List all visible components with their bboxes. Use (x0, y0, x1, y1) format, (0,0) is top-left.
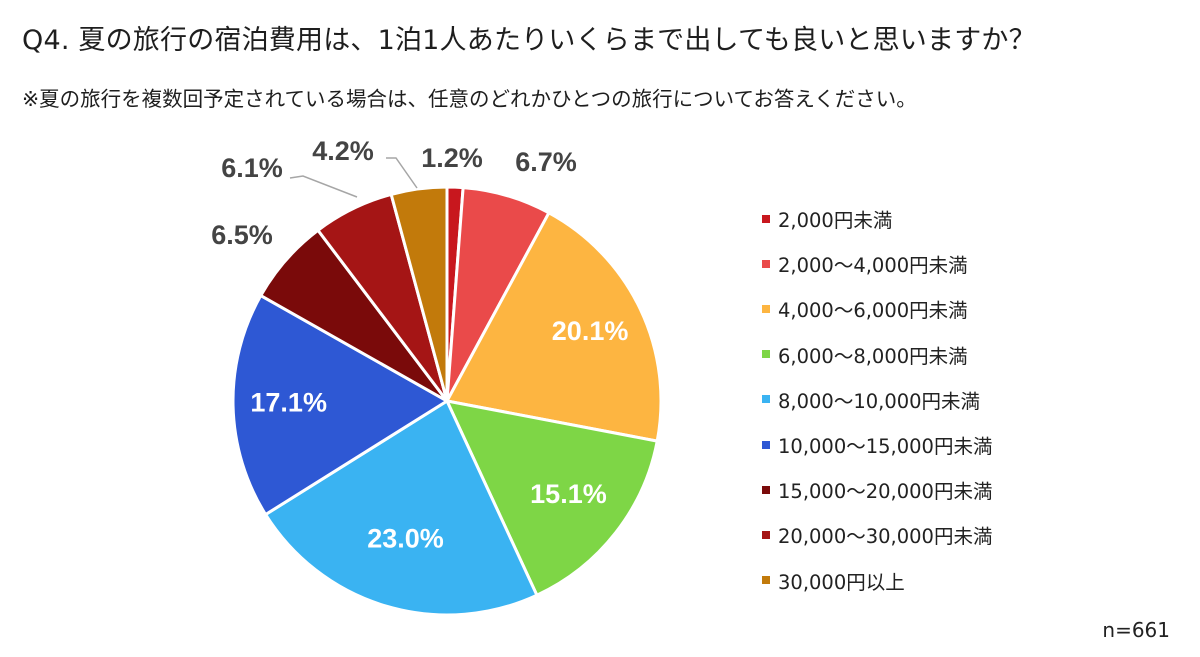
pie-slice-3 (445, 211, 663, 443)
legend-swatch (762, 576, 770, 585)
data-label-3: 20.1% (552, 316, 629, 346)
pie-slices (231, 185, 663, 617)
leader-line-9 (386, 157, 418, 189)
legend-label: 8,000～10,000円未満 (778, 389, 981, 413)
legend-item-7: 15,000～20,000円未満 (762, 467, 992, 512)
pie-data-labels: 1.2% 6.7% 20.1% 15.1% 23.0% 17.1% 6.5% 6.1% 4.2% (211, 136, 628, 553)
legend-label: 30,000円以上 (778, 570, 905, 594)
legend-swatch (762, 530, 770, 539)
chart-subtitle: ※夏の旅行を複数回予定されている場合は、任意のどれかひとつの旅行についてお答えく… (22, 87, 917, 111)
legend-swatch (762, 259, 770, 268)
legend-swatch (762, 304, 770, 313)
legend-item-9: 30,000円以上 (762, 558, 992, 603)
legend-swatch (762, 214, 770, 223)
pie-slice-4 (445, 399, 659, 597)
data-label-4: 15.1% (530, 479, 607, 509)
legend-item-5: 8,000～10,000円未満 (762, 377, 992, 422)
legend-label: 6,000～8,000円未満 (778, 344, 968, 368)
legend-label: 4,000～6,000円未満 (778, 299, 968, 323)
legend-label: 2,000円未満 (778, 209, 893, 233)
legend-swatch (762, 440, 770, 449)
sample-size-label: n=661 (1102, 618, 1170, 642)
legend-label: 15,000～20,000円未満 (778, 480, 993, 504)
legend-label: 20,000～30,000円未満 (778, 525, 993, 549)
pie-slice-5 (264, 399, 539, 617)
pie-slice-6 (231, 294, 449, 517)
legend-label: 2,000～4,000円未満 (778, 254, 968, 278)
legend-item-3: 4,000～6,000円未満 (762, 286, 992, 331)
leader-lines (289, 157, 418, 198)
data-label-9: 4.2% (312, 136, 374, 166)
pie-slice-9 (389, 185, 449, 403)
data-label-8: 6.1% (221, 153, 283, 183)
legend-swatch (762, 395, 770, 404)
legend-item-1: 2,000円未満 (762, 196, 992, 241)
legend-swatch (762, 485, 770, 494)
chart-legend: 2,000円未満 2,000～4,000円未満 4,000～6,000円未満 6,00… (762, 196, 992, 603)
leader-line-8 (289, 175, 358, 198)
data-label-7: 6.5% (211, 220, 273, 250)
legend-item-6: 10,000～15,000円未満 (762, 422, 992, 467)
legend-item-4: 6,000～8,000円未満 (762, 332, 992, 377)
data-label-5: 23.0% (367, 524, 444, 554)
legend-item-8: 20,000～30,000円未満 (762, 512, 992, 557)
data-label-2: 6.7% (515, 147, 577, 177)
legend-label: 10,000～15,000円未満 (778, 435, 993, 459)
legend-swatch (762, 350, 770, 359)
legend-item-2: 2,000～4,000円未満 (762, 241, 992, 286)
data-label-1: 1.2% (421, 143, 483, 173)
data-label-6: 17.1% (250, 388, 327, 418)
chart-title: Q4. 夏の旅行の宿泊費用は、1泊1人あたりいくらまで出しても良いと思いますか？ (22, 25, 1036, 56)
